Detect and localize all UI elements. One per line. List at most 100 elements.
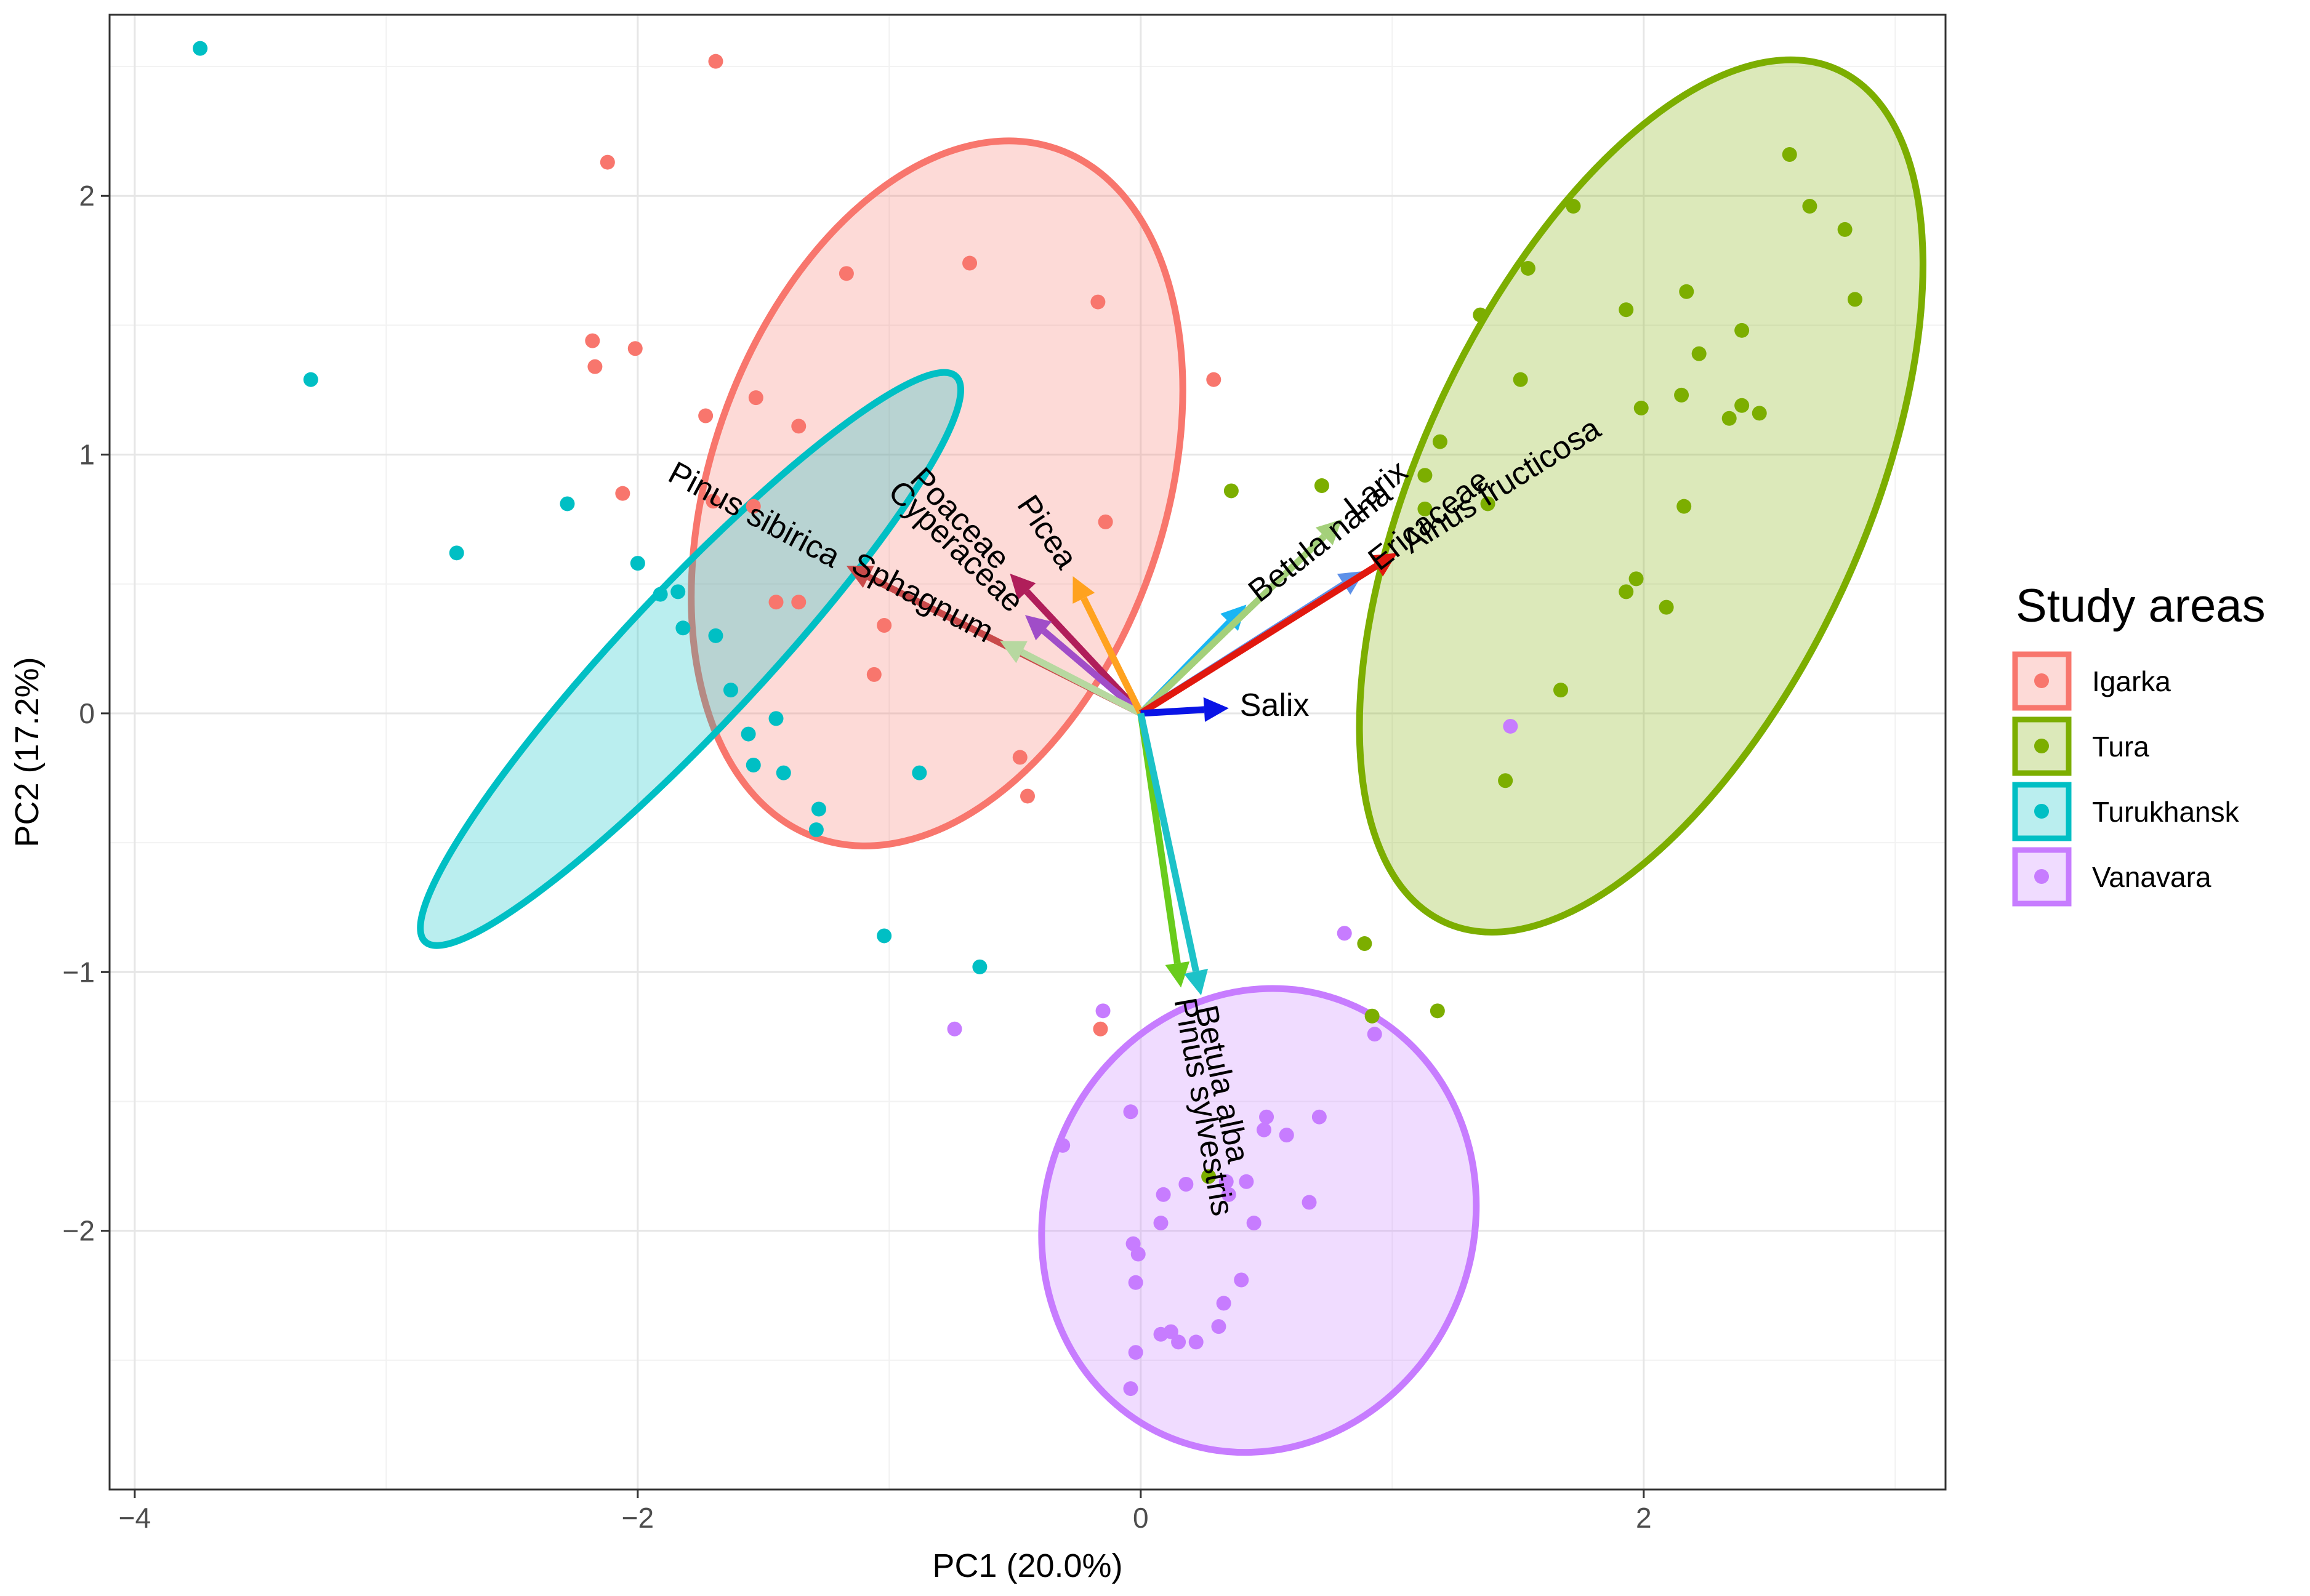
- point-igarka: [587, 359, 603, 374]
- point-vanavara: [1128, 1275, 1143, 1290]
- point-igarka: [627, 341, 643, 356]
- point-tura: [1619, 302, 1634, 318]
- point-igarka: [746, 499, 761, 514]
- point-vanavara: [1178, 1176, 1194, 1192]
- loading-arrow-alnus-fructicosa: [1138, 563, 1378, 716]
- grid-major: [110, 15, 1946, 1490]
- legend-point-vanavara: [2034, 869, 2049, 884]
- point-turukhansk: [746, 758, 761, 773]
- point-vanavara: [1211, 1319, 1226, 1334]
- loading-arrow-sphagnum: [1020, 649, 1143, 716]
- point-tura: [1566, 199, 1581, 214]
- y-axis-ticks: −2 −1 0 1 2: [63, 180, 110, 1247]
- point-vanavara: [1239, 1174, 1254, 1189]
- point-igarka: [962, 255, 978, 271]
- loading-arrow-larix: [1138, 534, 1327, 716]
- point-tura: [1676, 499, 1692, 514]
- point-vanavara: [1188, 1334, 1204, 1350]
- point-tura: [1513, 372, 1528, 387]
- point-igarka: [1012, 750, 1028, 765]
- point-vanavara: [1337, 926, 1352, 941]
- point-vanavara: [1123, 1381, 1138, 1397]
- loading-arrow-cyperaceae: [1041, 628, 1143, 716]
- point-tura: [1752, 406, 1767, 421]
- point-igarka: [615, 486, 630, 501]
- point-vanavara: [1503, 718, 1518, 734]
- legend-key-tura: [2012, 716, 2072, 776]
- y-tick-label: 1: [79, 439, 95, 471]
- point-tura: [1734, 398, 1750, 413]
- point-tura: [1619, 584, 1634, 600]
- point-tura: [1364, 1008, 1380, 1024]
- x-tick-label: −4: [119, 1502, 151, 1534]
- point-tura: [1417, 501, 1433, 516]
- point-tura: [1357, 936, 1372, 952]
- point-tura: [1734, 323, 1750, 338]
- point-vanavara: [1302, 1195, 1317, 1210]
- grid-minor: [110, 15, 1946, 1490]
- point-vanavara: [1171, 1334, 1186, 1350]
- loading-label-salix: Salix: [1240, 688, 1310, 723]
- point-turukhansk: [912, 765, 927, 780]
- point-turukhansk: [653, 587, 668, 602]
- loading-arrowhead-betula-nana: [1220, 604, 1247, 632]
- point-tura: [1659, 600, 1674, 615]
- point-igarka: [1206, 372, 1221, 387]
- point-turukhansk: [675, 620, 691, 636]
- point-turukhansk: [741, 726, 756, 742]
- point-vanavara: [1055, 1137, 1071, 1153]
- point-tura: [1674, 387, 1689, 403]
- point-tura: [1837, 222, 1853, 237]
- panel-border: [108, 14, 1947, 1491]
- loading-arrowhead-picea: [1072, 576, 1095, 604]
- loading-arrowhead-poaceae: [1010, 573, 1036, 600]
- legend-label-tura: Tura: [2092, 731, 2149, 763]
- point-igarka: [1020, 788, 1035, 804]
- point-vanavara: [947, 1021, 962, 1037]
- point-tura: [1628, 571, 1644, 587]
- point-tura: [1782, 146, 1797, 162]
- loading-arrowhead-pinus-sylvestris: [1165, 961, 1190, 988]
- x-tick-label: 0: [1133, 1502, 1149, 1534]
- loading-arrowhead-sphagnum: [1000, 641, 1028, 664]
- legend: Study areas Igarka Tura Turukhansk Vanavara: [2012, 580, 2266, 907]
- point-igarka: [706, 494, 721, 509]
- point-vanavara: [1246, 1216, 1262, 1231]
- loading-arrow-salix: [1140, 706, 1205, 717]
- point-tura: [1430, 1003, 1445, 1019]
- point-turukhansk: [723, 683, 738, 698]
- point-turukhansk: [193, 41, 208, 56]
- y-tick-label: −2: [63, 1215, 95, 1247]
- point-vanavara: [1256, 1122, 1271, 1137]
- point-turukhansk: [449, 545, 464, 561]
- y-tick-label: 2: [79, 180, 95, 212]
- point-layer: [193, 41, 1862, 1397]
- loading-arrowhead-pinus-sibirica: [846, 566, 874, 588]
- point-igarka: [877, 618, 892, 633]
- y-tick-label: −1: [63, 956, 95, 988]
- point-igarka: [866, 667, 882, 682]
- point-tura: [1802, 199, 1817, 214]
- point-turukhansk: [630, 556, 645, 571]
- point-igarka: [791, 595, 807, 610]
- loading-arrowhead-larix: [1315, 519, 1342, 545]
- point-vanavara: [1123, 1104, 1138, 1120]
- legend-point-igarka: [2034, 673, 2049, 688]
- point-vanavara: [1367, 1027, 1382, 1042]
- legend-label-igarka: Igarka: [2092, 665, 2171, 697]
- point-igarka: [839, 266, 854, 281]
- point-igarka: [600, 154, 615, 170]
- point-turukhansk: [808, 822, 824, 838]
- point-turukhansk: [768, 711, 784, 726]
- ellipse-turukhansk: [417, 369, 964, 949]
- legend-point-tura: [2034, 739, 2049, 753]
- point-igarka: [748, 390, 763, 406]
- point-tura: [1633, 400, 1649, 415]
- point-igarka: [791, 419, 807, 434]
- x-axis-title: PC1 (20.0%): [932, 1547, 1122, 1584]
- y-tick-label: 0: [79, 697, 95, 729]
- point-tura: [1417, 468, 1433, 483]
- legend-label-turukhansk: Turukhansk: [2092, 796, 2240, 828]
- point-vanavara: [1156, 1187, 1171, 1202]
